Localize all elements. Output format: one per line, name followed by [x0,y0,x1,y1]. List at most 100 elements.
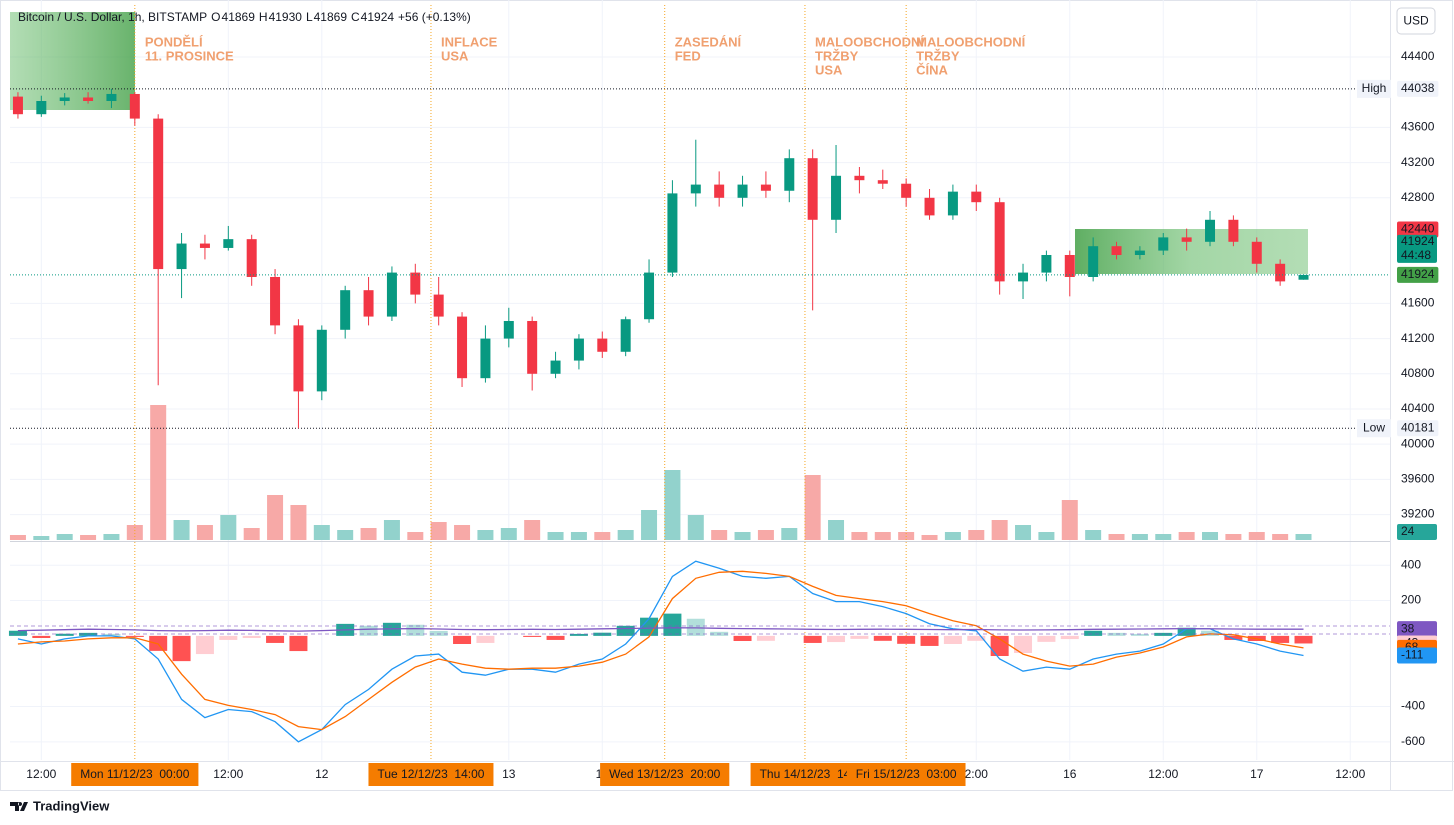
ohlc-value: 41930 [269,10,303,24]
volume-bar [360,528,377,540]
histogram-bar [1177,627,1196,636]
histogram-bar [1130,633,1149,636]
volume-bar [1038,532,1055,540]
ohlc-value: 41924 [361,10,395,24]
event-label: ČÍNA [916,62,948,77]
axis-badge-label: 41924 [1401,267,1435,281]
y-tick-label: 39200 [1401,507,1435,521]
volume-bar [804,475,821,540]
volume-bar [173,520,190,540]
volume-bar [968,530,985,540]
candle-body [153,118,164,270]
event-label: TRŽBY [916,48,960,63]
time-badge [846,763,966,786]
volume-bar [664,470,681,540]
candle-body [737,184,748,198]
histogram-bar [1271,635,1290,643]
histogram-bar [827,635,846,643]
volume-bar [641,510,658,540]
candle-body [1111,246,1122,255]
candle-body [503,320,514,339]
candle-body [644,272,655,320]
histogram-bar [266,635,285,643]
volume-bar [734,532,751,540]
candle-body [1251,241,1262,264]
event-label: TRŽBY [815,48,859,63]
volume-bar [687,515,704,540]
candle-body [901,183,912,198]
candle-body [176,243,187,270]
histogram-bar [663,613,682,636]
histogram-bar [546,635,565,640]
time-badge [368,763,494,786]
histogram-bar [172,635,191,662]
volume-bar [781,528,798,540]
histogram-bar [756,635,775,641]
histogram-bar [569,633,588,636]
position-box [1075,229,1308,274]
currency-button[interactable] [1396,7,1436,35]
volume-bar [1295,534,1312,540]
y-tick-label: 43600 [1401,120,1435,134]
histogram-bar [102,633,121,636]
y-tick-label: 200 [1401,593,1421,607]
ohlc-label: L [306,10,313,24]
countdown-badge [1397,234,1437,263]
volume-bar [1155,534,1172,540]
candle-body [199,243,210,248]
volume-bar [454,525,471,540]
ohlc-label: H [259,10,268,24]
volume-bar [1178,532,1195,540]
volume-bar [617,530,634,540]
event-label: PONDĚLÍ [145,34,203,49]
candle-body [1181,237,1192,242]
time-badge-label: Mon 11/12/23 00:00 [80,767,190,781]
volume-bar [1272,534,1289,540]
candle-body [410,272,421,295]
candle-body [807,158,818,220]
y-tick-label: 40800 [1401,366,1435,380]
candle-body [1064,254,1075,277]
histogram-bar [850,635,869,639]
volume-bar [267,495,284,540]
currency-label[interactable]: USD [1403,14,1429,28]
volume-bar [56,534,73,540]
candle-body [1298,274,1309,280]
histogram-bar [1224,635,1243,640]
histogram-bar [406,624,425,636]
ohlc-value: 41869 [222,10,256,24]
event-label: ZASEDÁNÍ [675,34,742,49]
volume-bar [1061,500,1078,540]
histogram-bar [523,635,542,637]
candle-body [573,338,584,361]
candle-body [760,184,771,191]
candle-body [340,290,351,330]
price-line-label: Low [1363,420,1385,434]
histogram-bar [476,635,495,643]
candle-body [270,276,281,326]
volume-bar [1248,532,1265,540]
histogram-bar [219,635,238,640]
candle-body [924,197,935,216]
histogram-bar [593,632,612,636]
y-tick-label: 44400 [1401,49,1435,63]
candle-body [527,320,538,374]
candle-body [784,158,795,191]
candle-body [714,184,725,198]
candle-body [1041,254,1052,273]
y-tick-label: 43200 [1401,155,1435,169]
histogram-bar [8,630,27,636]
ohlc-value: 41869 [314,10,348,24]
histogram-bar [803,635,822,643]
volume-bar [1202,532,1219,540]
x-tick-label: 17 [1250,767,1264,781]
y-tick-label: 41600 [1401,296,1435,310]
volume-bar [874,532,891,540]
event-label: 11. PROSINCE [145,48,234,63]
y-tick-label: 40000 [1401,436,1435,450]
y-tick-label: 400 [1401,557,1421,571]
indicator-line [17,627,1304,632]
axis-badge-label: -111 [1401,648,1424,662]
axis-badge [1397,266,1439,283]
